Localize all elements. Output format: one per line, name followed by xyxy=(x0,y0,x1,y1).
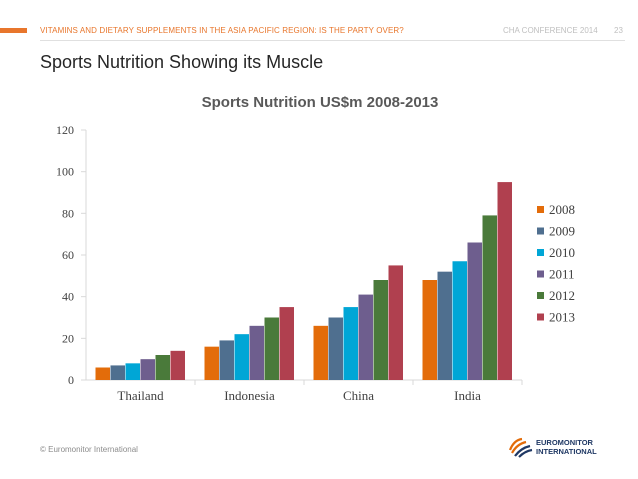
bar-china-2011 xyxy=(358,294,373,380)
bar-china-2008 xyxy=(313,325,328,380)
header-divider xyxy=(40,40,625,41)
bar-indonesia-2010 xyxy=(234,334,249,380)
bar-china-2013 xyxy=(388,265,403,380)
y-tick-label: 0 xyxy=(68,373,74,387)
footer-copyright: © Euromonitor International xyxy=(40,445,138,454)
bar-thailand-2012 xyxy=(155,355,170,380)
logo-line1: EUROMONITOR xyxy=(536,438,593,447)
legend-label-2010: 2010 xyxy=(549,245,575,260)
x-tick-label: Indonesia xyxy=(224,388,275,403)
bar-indonesia-2012 xyxy=(264,317,279,380)
legend-label-2009: 2009 xyxy=(549,224,575,239)
bar-indonesia-2008 xyxy=(204,346,219,380)
y-tick-label: 120 xyxy=(56,123,74,137)
legend-swatch-2009 xyxy=(537,227,544,235)
bar-china-2010 xyxy=(343,307,358,380)
legend-label-2012: 2012 xyxy=(549,288,575,303)
bar-indonesia-2011 xyxy=(249,325,264,380)
legend-label-2008: 2008 xyxy=(549,202,575,217)
header-accent-bar xyxy=(0,28,27,33)
bar-thailand-2010 xyxy=(125,363,140,380)
bar-india-2009 xyxy=(437,271,452,380)
x-tick-label: Thailand xyxy=(117,388,164,403)
chart-title: Sports Nutrition US$m 2008-2013 xyxy=(202,94,439,111)
bar-china-2009 xyxy=(328,317,343,380)
legend-swatch-2010 xyxy=(537,249,544,256)
legend-swatch-2011 xyxy=(537,270,544,278)
bar-india-2012 xyxy=(482,215,497,380)
slide-title: Sports Nutrition Showing its Muscle xyxy=(40,52,324,72)
logo-line2: INTERNATIONAL xyxy=(536,446,597,456)
bar-india-2011 xyxy=(467,242,482,380)
y-tick-label: 100 xyxy=(56,165,74,179)
bar-china-2012 xyxy=(373,280,388,380)
y-tick-label: 80 xyxy=(62,206,74,220)
legend-swatch-2012 xyxy=(537,292,544,299)
bar-indonesia-2013 xyxy=(279,307,294,380)
header-conference: CHA CONFERENCE 2014 xyxy=(503,26,598,35)
bar-india-2010 xyxy=(452,261,467,380)
header-subtitle: VITAMINS AND DIETARY SUPPLEMENTS IN THE … xyxy=(40,26,404,35)
bar-thailand-2013 xyxy=(170,350,185,380)
euromonitor-logo: EUROMONITOR INTERNATIONAL xyxy=(508,436,628,460)
bar-india-2008 xyxy=(422,280,437,380)
logo-globe-icon xyxy=(508,437,533,458)
bar-india-2013 xyxy=(497,182,512,380)
bar-thailand-2011 xyxy=(140,359,155,380)
legend-label-2011: 2011 xyxy=(549,267,575,282)
bar-thailand-2008 xyxy=(95,367,110,380)
legend-swatch-2013 xyxy=(537,313,544,321)
x-tick-label: India xyxy=(454,388,481,403)
bar-indonesia-2009 xyxy=(219,340,234,380)
legend-swatch-2008 xyxy=(537,206,544,213)
x-tick-label: China xyxy=(343,388,374,403)
y-tick-label: 40 xyxy=(62,290,74,304)
page-number: 23 xyxy=(614,26,623,35)
legend-label-2013: 2013 xyxy=(549,310,575,325)
bar-thailand-2009 xyxy=(110,365,125,380)
y-tick-label: 60 xyxy=(62,248,74,262)
y-tick-label: 20 xyxy=(62,331,74,345)
